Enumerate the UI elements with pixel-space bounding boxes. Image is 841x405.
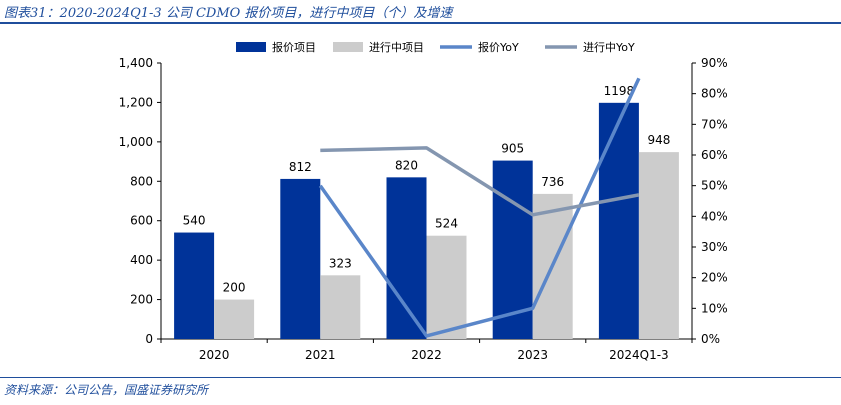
- left-tick-label: 200: [130, 293, 153, 307]
- left-tick-label: 600: [130, 214, 153, 228]
- right-tick-label: 20%: [701, 271, 728, 285]
- right-tick-label: 40%: [701, 209, 728, 223]
- bar-quote-projects: [386, 177, 427, 339]
- left-tick-label: 1,200: [119, 95, 153, 109]
- chart-title: 图表31：2020-2024Q1-3 公司 CDMO 报价项目，进行中项目（个）…: [4, 6, 453, 21]
- legend-label: 报价项目: [272, 40, 316, 54]
- legend-label: 进行中YoY: [583, 41, 635, 54]
- source-note: 资料来源：公司公告，国盛证券研究所: [4, 383, 209, 397]
- bar-data-label: 948: [647, 133, 670, 147]
- bar-data-label: 540: [183, 214, 206, 228]
- bar-ongoing-projects: [320, 275, 361, 339]
- x-tick-label: 2023: [517, 348, 548, 362]
- bar-quote-projects: [174, 232, 215, 339]
- right-tick-label: 30%: [701, 240, 728, 254]
- bar-data-label: 820: [395, 158, 418, 172]
- right-tick-label: 80%: [701, 87, 728, 101]
- right-tick-label: 50%: [701, 179, 728, 193]
- right-tick-label: 70%: [701, 117, 728, 131]
- title-divider: [0, 22, 841, 24]
- left-tick-label: 1,400: [119, 56, 153, 70]
- x-tick-label: 2020: [199, 348, 230, 362]
- left-tick-label: 400: [130, 253, 153, 267]
- x-tick-label: 2021: [305, 348, 336, 362]
- x-tick-label: 2024Q1-3: [609, 348, 669, 362]
- right-tick-label: 60%: [701, 148, 728, 162]
- legend-label: 进行中项目: [369, 41, 424, 54]
- bar-data-label: 323: [329, 256, 352, 270]
- bar-ongoing-projects: [214, 299, 255, 339]
- footer-divider: [0, 377, 841, 378]
- bar-data-label: 736: [541, 175, 564, 189]
- line-quote-yoy: [318, 77, 641, 338]
- legend-swatch: [236, 42, 266, 52]
- bar-ongoing-projects: [426, 235, 467, 339]
- left-tick-label: 0: [145, 332, 153, 346]
- x-tick-label: 2022: [411, 348, 442, 362]
- right-tick-label: 90%: [701, 56, 728, 70]
- left-tick-label: 800: [130, 174, 153, 188]
- bar-data-label: 812: [289, 160, 312, 174]
- right-tick-label: 0%: [701, 332, 720, 346]
- right-tick-label: 10%: [701, 301, 728, 315]
- bar-quote-projects: [598, 102, 639, 339]
- left-tick-label: 1,000: [119, 135, 153, 149]
- bar-quote-projects: [280, 178, 321, 339]
- line-ongoing-yoy: [320, 146, 640, 217]
- bar-data-label: 200: [223, 281, 246, 295]
- legend-label: 报价YoY: [478, 40, 519, 54]
- bar-ongoing-projects: [638, 152, 679, 339]
- legend-swatch: [333, 42, 363, 52]
- bar-data-label: 1198: [604, 84, 635, 98]
- bar-data-label: 524: [435, 217, 458, 231]
- bar-data-label: 905: [501, 142, 524, 156]
